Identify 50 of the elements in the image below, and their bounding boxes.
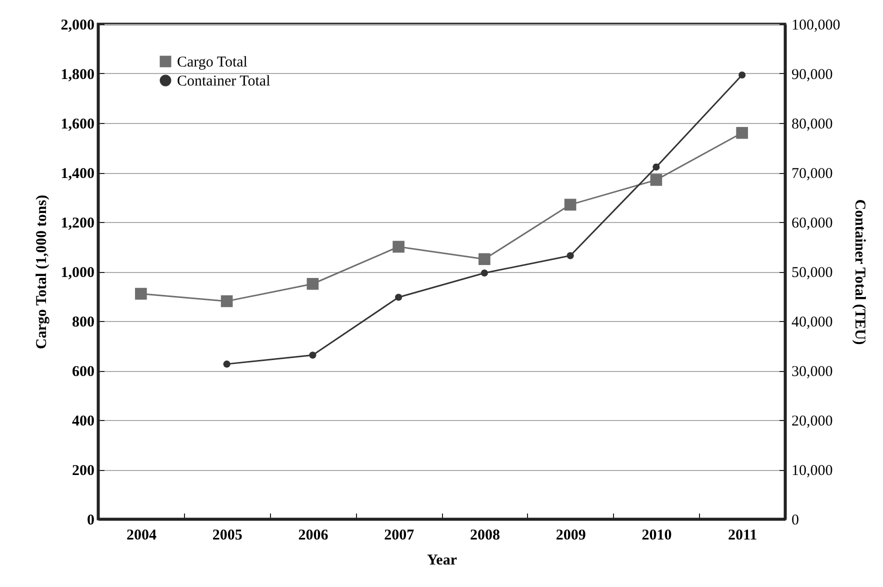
y-axis-title: Cargo Total (1,000 tons) <box>34 194 50 350</box>
y-tick-label: 1,600 <box>60 116 94 132</box>
y2-tick-label: 20,000 <box>792 414 833 430</box>
y-tick-label: 400 <box>72 414 94 430</box>
y2-tick-label: 90,000 <box>792 67 833 83</box>
x-tick-label: 2006 <box>298 528 329 544</box>
point <box>223 360 230 368</box>
y-tick-label: 1,200 <box>60 216 94 232</box>
legend-label: Cargo Total <box>177 54 248 70</box>
y2-tick-label: 0 <box>792 512 799 528</box>
y-tick-label: 200 <box>72 463 94 479</box>
point <box>738 71 746 79</box>
y2-tick-label: 10,000 <box>792 463 833 479</box>
point <box>480 269 488 277</box>
y-tick-label: 1,800 <box>60 67 94 83</box>
x-tick-label: 2011 <box>728 528 758 544</box>
point <box>652 164 660 171</box>
point <box>135 288 147 300</box>
y-tick-label: 800 <box>72 314 94 330</box>
point <box>736 126 748 139</box>
y-tick-label: 600 <box>72 364 94 380</box>
x-tick-label: 2005 <box>212 528 242 544</box>
point <box>564 198 576 211</box>
point <box>395 294 402 301</box>
x-tick-label: 2007 <box>384 528 415 544</box>
y-tick-label: 1,400 <box>60 166 94 182</box>
x-tick-label: 2009 <box>556 528 586 544</box>
y-tick-label: 0 <box>87 512 94 528</box>
point <box>220 295 233 308</box>
x-tick-label: 2010 <box>642 528 672 544</box>
x-axis-title: Year <box>427 552 458 568</box>
y2-tick-label: 100,000 <box>792 18 840 34</box>
point <box>478 253 490 266</box>
point <box>309 352 316 359</box>
y2-axis-title: Container Total (TEU) <box>851 199 868 345</box>
y2-tick-label: 50,000 <box>792 265 833 281</box>
y2-tick-label: 60,000 <box>792 216 833 232</box>
legend-label: Container Total <box>177 74 270 90</box>
y2-tick-label: 30,000 <box>792 364 833 380</box>
y-tick-label: 2,000 <box>60 18 94 34</box>
point <box>650 174 662 186</box>
y2-tick-label: 80,000 <box>792 116 833 132</box>
x-tick-label: 2008 <box>470 528 500 544</box>
y2-tick-label: 40,000 <box>792 314 833 330</box>
point <box>392 240 404 253</box>
point <box>306 278 319 290</box>
x-tick-label: 2004 <box>126 528 157 544</box>
y-tick-label: 1,000 <box>60 265 94 281</box>
y2-tick-label: 70,000 <box>792 166 833 182</box>
point <box>566 252 574 260</box>
